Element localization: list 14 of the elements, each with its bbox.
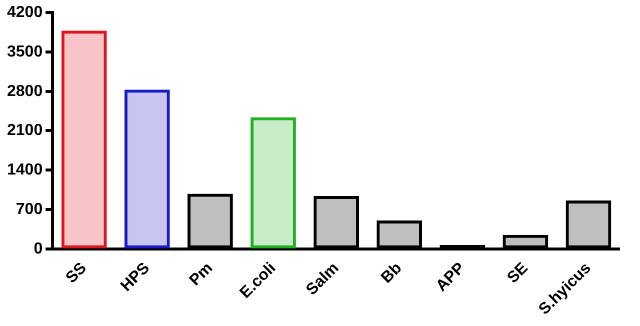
bar [124, 90, 170, 248]
bar [61, 30, 107, 248]
x-tick-label: SE [504, 259, 532, 287]
x-tick-label: Pm [186, 260, 216, 290]
bar [250, 117, 296, 248]
y-tick-label: 3500 [7, 43, 43, 60]
y-tick-label: 700 [16, 200, 43, 218]
y-tick-label: 2100 [7, 122, 43, 140]
y-tick-label: 0 [34, 240, 43, 258]
y-tick-label: 1400 [7, 162, 43, 179]
y-tick-label: 2800 [7, 82, 43, 100]
x-tick-label: Bb [378, 259, 406, 287]
x-tick-label: SS [62, 259, 90, 287]
y-tick-label: 4200 [7, 4, 43, 22]
